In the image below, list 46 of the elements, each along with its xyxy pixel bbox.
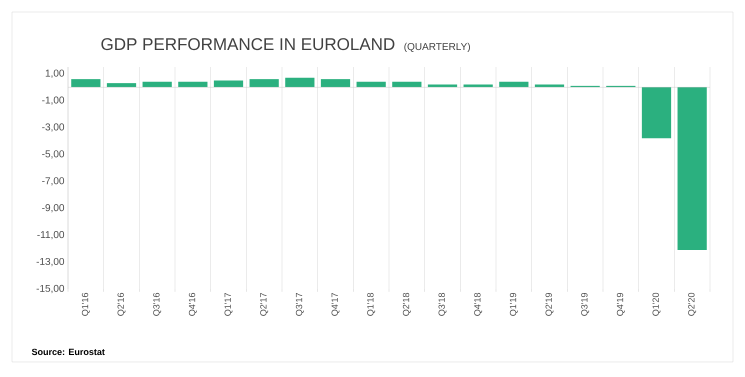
x-tick-label: Q2'16 xyxy=(118,292,126,316)
bar xyxy=(428,84,458,88)
x-tick-label: Q4'19 xyxy=(616,292,625,316)
x-tick-label: Q4'17 xyxy=(332,292,340,316)
y-tick-label: -7,00 xyxy=(42,177,64,186)
bar xyxy=(642,87,672,138)
x-tick-label: Q3'18 xyxy=(438,292,446,316)
x-tick-label: Q2'18 xyxy=(402,292,411,316)
y-tick-label: -5,00 xyxy=(42,150,64,159)
source-note: Source: Eurostat xyxy=(32,348,105,356)
bar xyxy=(499,82,528,88)
chart-subtitle: (QUARTERLY) xyxy=(404,42,470,52)
x-tick-label: Q1'17 xyxy=(224,292,232,316)
y-tick-label: -1,00 xyxy=(42,96,64,105)
y-tick-label: 1,00 xyxy=(46,70,64,78)
x-tick-label: Q3'19 xyxy=(581,292,590,316)
x-tick-label: Q2'19 xyxy=(546,292,554,316)
bar xyxy=(534,84,564,88)
x-tick-label: Q3'17 xyxy=(296,292,304,316)
bar xyxy=(392,82,422,88)
y-tick-label: -13,00 xyxy=(36,258,64,266)
x-tick-label: Q1'16 xyxy=(82,292,90,316)
x-tick-label: Q2'20 xyxy=(688,292,696,316)
bar xyxy=(71,79,100,88)
y-tick-label: -11,00 xyxy=(37,231,64,240)
x-tick-label: Q4'16 xyxy=(188,292,197,316)
x-tick-label: Q1'19 xyxy=(510,292,518,316)
chart-title: GDP PERFORMANCE IN EUROLAND xyxy=(101,38,394,50)
bar xyxy=(106,83,136,88)
bar xyxy=(142,82,172,88)
bar xyxy=(285,78,314,88)
y-tick-label: -15,00 xyxy=(36,284,64,294)
bar xyxy=(214,80,244,88)
x-tick-label: Q1'18 xyxy=(367,292,376,316)
y-tick-label: -3,00 xyxy=(42,123,64,132)
x-tick-label: Q2'17 xyxy=(260,292,268,316)
x-tick-label: Q4'18 xyxy=(474,292,482,316)
bar xyxy=(356,82,386,88)
bar xyxy=(250,79,279,88)
x-tick-label: Q3'16 xyxy=(153,292,162,316)
bar xyxy=(678,87,707,250)
bar xyxy=(178,82,208,88)
y-tick-label: -9,00 xyxy=(42,204,64,212)
bar xyxy=(464,84,493,88)
x-tick-label: Q1'20 xyxy=(652,292,660,316)
bar xyxy=(320,79,350,88)
